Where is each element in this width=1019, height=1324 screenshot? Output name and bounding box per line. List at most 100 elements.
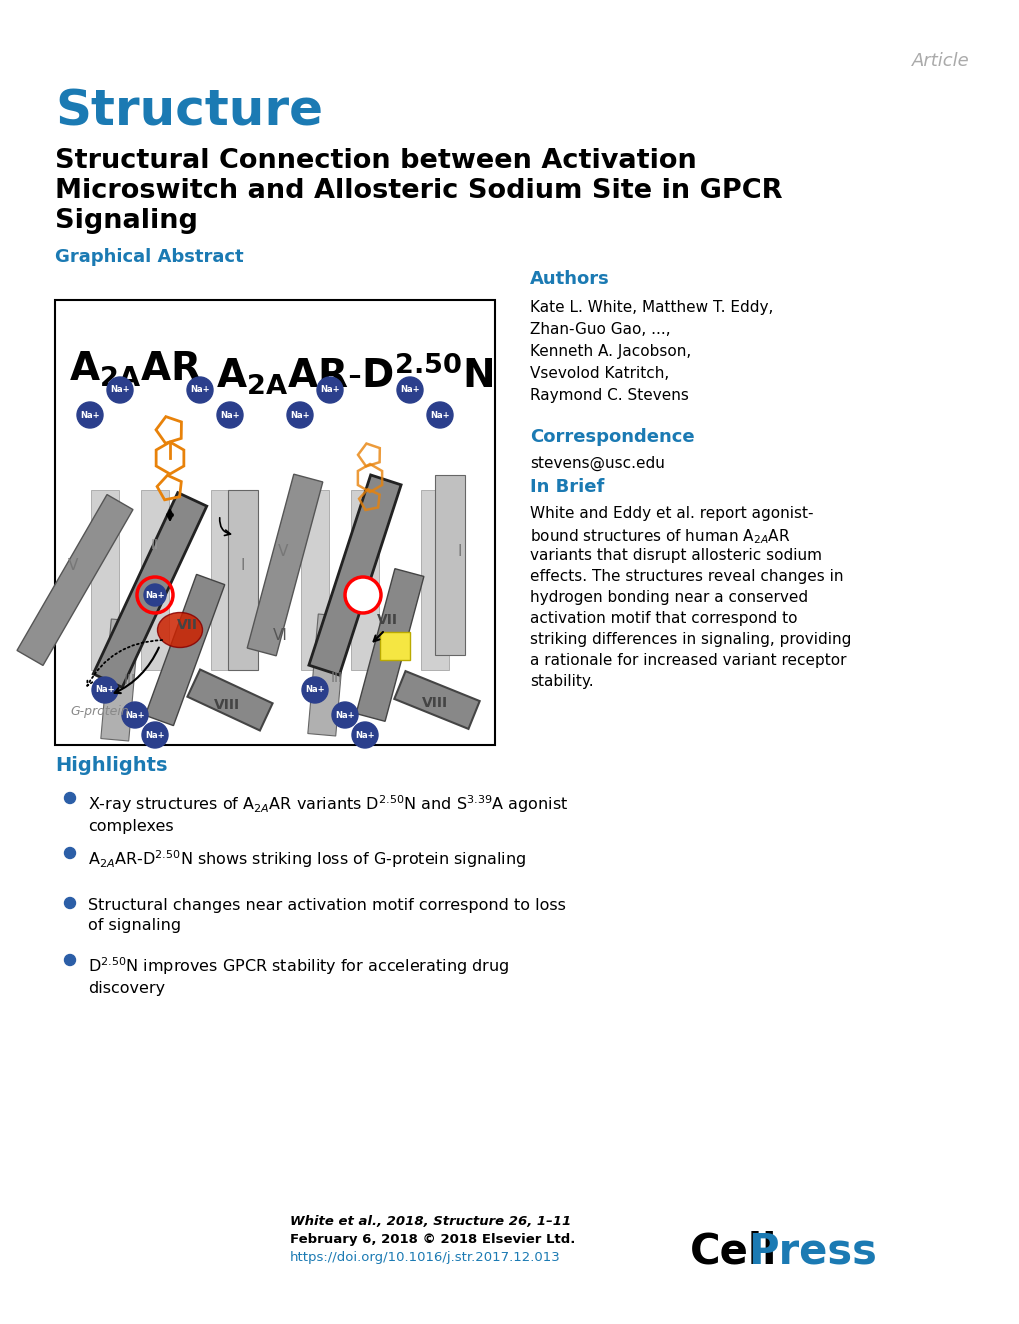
Polygon shape [228, 490, 258, 670]
Circle shape [302, 677, 328, 703]
Circle shape [396, 377, 423, 402]
Ellipse shape [157, 613, 203, 647]
Text: D$^{2.50}$N improves GPCR stability for accelerating drug
discovery: D$^{2.50}$N improves GPCR stability for … [88, 955, 508, 997]
Text: Structural Connection between Activation: Structural Connection between Activation [55, 148, 696, 173]
Text: Na+: Na+ [145, 731, 165, 740]
Circle shape [64, 898, 75, 908]
Polygon shape [309, 475, 400, 675]
Text: effects. The structures reveal changes in: effects. The structures reveal changes i… [530, 569, 843, 584]
Circle shape [186, 377, 213, 402]
Text: Structural changes near activation motif correspond to loss
of signaling: Structural changes near activation motif… [88, 898, 566, 933]
Text: a rationale for increased variant receptor: a rationale for increased variant recept… [530, 653, 846, 669]
Text: Na+: Na+ [335, 711, 355, 719]
Circle shape [142, 722, 168, 748]
Polygon shape [301, 490, 329, 670]
Text: In Brief: In Brief [530, 478, 604, 496]
Text: Zhan-Guo Gao, ...,: Zhan-Guo Gao, ..., [530, 322, 669, 338]
Polygon shape [356, 569, 424, 722]
Circle shape [286, 402, 313, 428]
Polygon shape [351, 490, 379, 670]
Text: G-protein: G-protein [70, 704, 128, 718]
Text: hydrogen bonding near a conserved: hydrogen bonding near a conserved [530, 591, 807, 605]
Polygon shape [187, 670, 272, 731]
Text: Na+: Na+ [320, 385, 339, 395]
Text: VI: VI [272, 628, 287, 642]
Polygon shape [93, 493, 207, 687]
Text: Na+: Na+ [145, 591, 165, 600]
Text: III: III [331, 671, 342, 685]
Text: Signaling: Signaling [55, 208, 198, 234]
Circle shape [331, 702, 358, 728]
Polygon shape [91, 490, 119, 670]
Text: Na+: Na+ [430, 410, 449, 420]
Text: White and Eddy et al. report agonist-: White and Eddy et al. report agonist- [530, 506, 813, 522]
Polygon shape [17, 495, 132, 666]
Circle shape [92, 677, 118, 703]
Text: Na+: Na+ [355, 731, 374, 740]
Text: X-ray structures of A$_{2A}$AR variants D$^{2.50}$N and S$^{3.39}$A agonist
comp: X-ray structures of A$_{2A}$AR variants … [88, 793, 568, 834]
Text: Na+: Na+ [110, 385, 129, 395]
Text: Vsevolod Katritch,: Vsevolod Katritch, [530, 365, 668, 381]
Text: Cell: Cell [689, 1230, 776, 1272]
Circle shape [427, 402, 452, 428]
Circle shape [64, 793, 75, 804]
Polygon shape [141, 490, 169, 670]
Text: February 6, 2018 © 2018 Elsevier Ltd.: February 6, 2018 © 2018 Elsevier Ltd. [289, 1233, 575, 1246]
Polygon shape [211, 490, 238, 670]
Text: Raymond C. Stevens: Raymond C. Stevens [530, 388, 688, 402]
Circle shape [217, 402, 243, 428]
Circle shape [107, 377, 132, 402]
Text: $\mathbf{A_{2A}AR\text{-}D^{2.50}N}$: $\mathbf{A_{2A}AR\text{-}D^{2.50}N}$ [216, 350, 493, 396]
Text: Press: Press [747, 1230, 876, 1272]
Polygon shape [394, 671, 479, 730]
Circle shape [122, 702, 148, 728]
Text: VIII: VIII [214, 698, 239, 712]
Circle shape [344, 577, 381, 613]
Text: Na+: Na+ [305, 686, 324, 695]
Polygon shape [308, 614, 345, 736]
Circle shape [352, 722, 378, 748]
Text: striking differences in signaling, providing: striking differences in signaling, provi… [530, 632, 851, 647]
Polygon shape [101, 620, 139, 741]
Text: Na+: Na+ [81, 410, 100, 420]
Text: Na+: Na+ [190, 385, 210, 395]
Polygon shape [421, 490, 448, 670]
Text: III: III [124, 673, 136, 687]
Text: V: V [67, 557, 78, 572]
Text: VIII: VIII [422, 696, 447, 710]
Text: VII: VII [376, 613, 397, 628]
Text: Na+: Na+ [399, 385, 420, 395]
Bar [55, 301, 494, 745]
Circle shape [64, 847, 75, 858]
Text: Na+: Na+ [289, 410, 310, 420]
Text: II: II [151, 538, 159, 552]
Text: VII: VII [176, 618, 198, 632]
Text: $\mathbf{A_{2A}AR}$: $\mathbf{A_{2A}AR}$ [68, 350, 201, 389]
Text: V: V [277, 544, 288, 560]
Text: bound structures of human A$_{2A}$AR: bound structures of human A$_{2A}$AR [530, 527, 790, 545]
Text: Authors: Authors [530, 270, 609, 289]
Circle shape [64, 955, 75, 965]
Text: Kate L. White, Matthew T. Eddy,: Kate L. White, Matthew T. Eddy, [530, 301, 772, 315]
Text: I: I [458, 544, 462, 560]
Polygon shape [145, 575, 224, 726]
Text: Microswitch and Allosteric Sodium Site in GPCR: Microswitch and Allosteric Sodium Site i… [55, 177, 782, 204]
Text: Na+: Na+ [220, 410, 239, 420]
Text: I: I [240, 557, 245, 572]
Text: Na+: Na+ [125, 711, 145, 719]
Text: Article: Article [911, 52, 969, 70]
Text: Kenneth A. Jacobson,: Kenneth A. Jacobson, [530, 344, 691, 359]
Text: stability.: stability. [530, 674, 593, 688]
Text: stevens@usc.edu: stevens@usc.edu [530, 455, 664, 471]
Text: A$_{2A}$AR-D$^{2.50}$N shows striking loss of G-protein signaling: A$_{2A}$AR-D$^{2.50}$N shows striking lo… [88, 847, 526, 870]
Text: Structure: Structure [55, 87, 323, 136]
Circle shape [317, 377, 342, 402]
Text: White et al., 2018, Structure 26, 1–11: White et al., 2018, Structure 26, 1–11 [289, 1215, 571, 1227]
Text: Correspondence: Correspondence [530, 428, 694, 446]
Polygon shape [434, 475, 465, 655]
Circle shape [144, 584, 166, 606]
Text: activation motif that correspond to: activation motif that correspond to [530, 610, 797, 626]
Polygon shape [247, 474, 322, 655]
Bar [380, 632, 410, 659]
Text: https://doi.org/10.1016/j.str.2017.12.013: https://doi.org/10.1016/j.str.2017.12.01… [289, 1251, 560, 1264]
